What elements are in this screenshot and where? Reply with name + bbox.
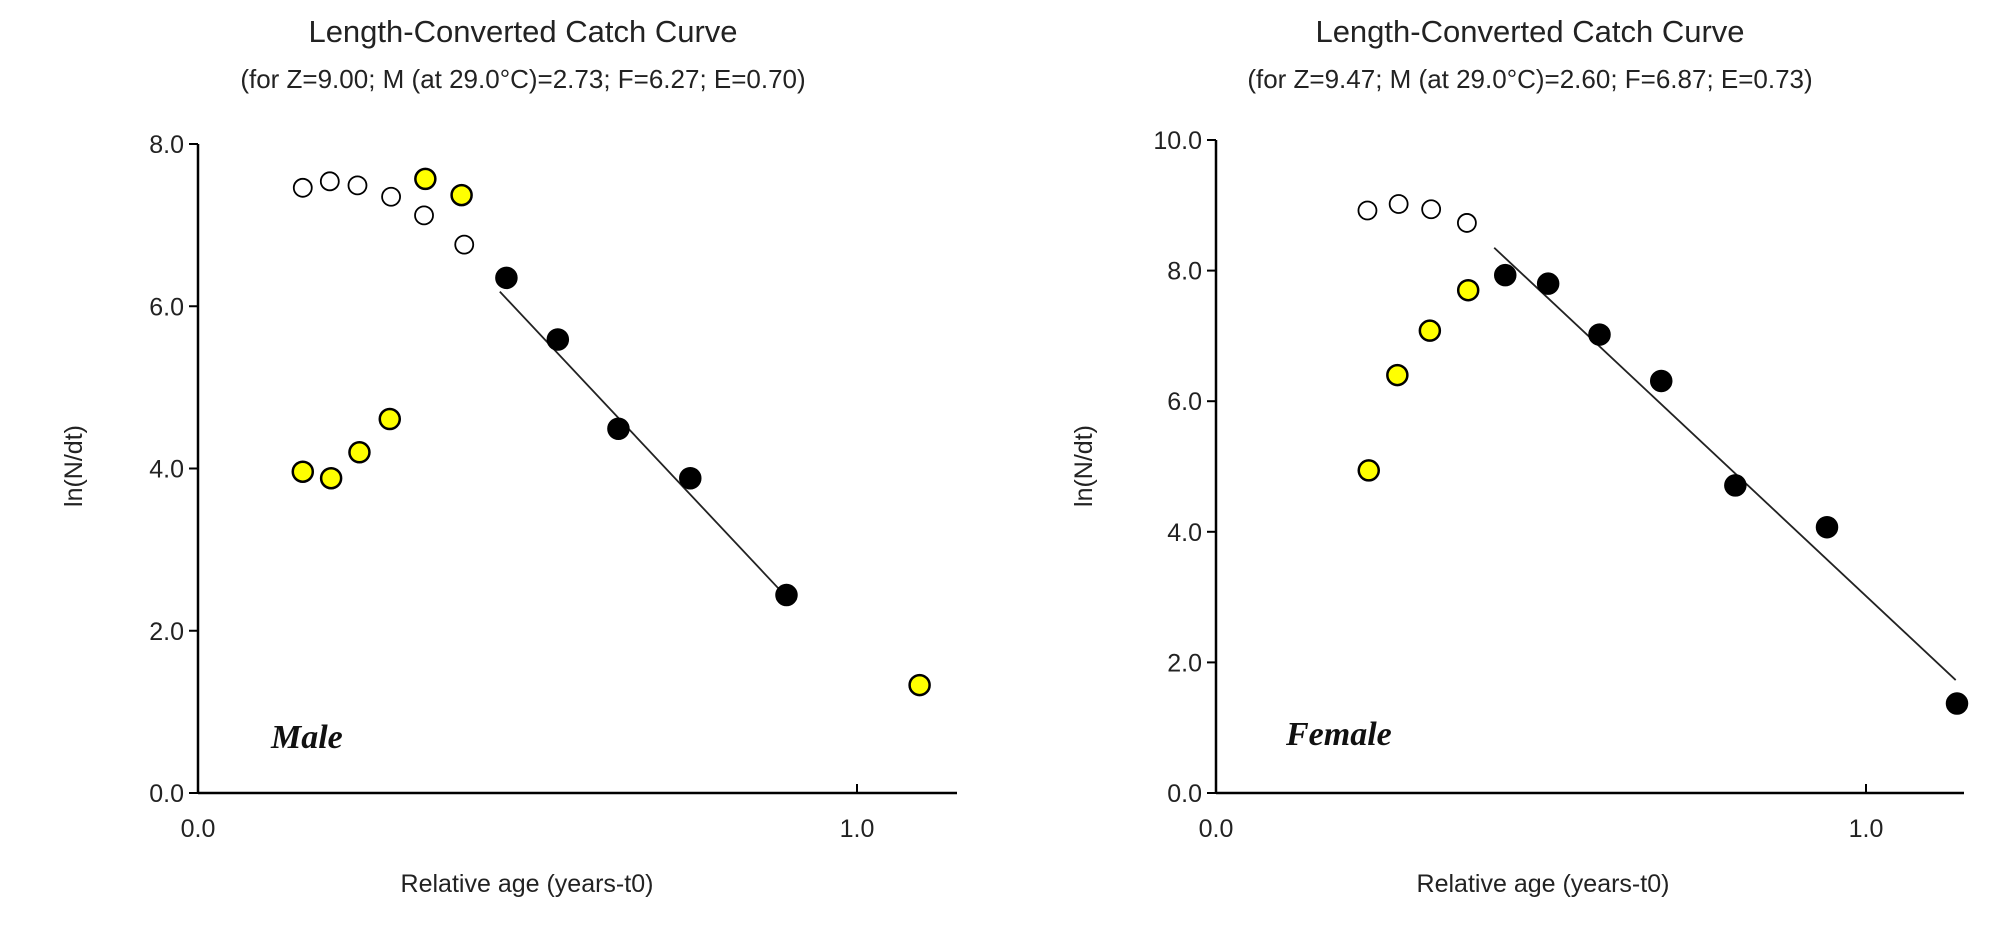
chart-subtitle: (for Z=9.47; M (at 29.0°C)=2.60; F=6.87;… xyxy=(1247,64,1812,94)
x-tick-label: 1.0 xyxy=(1849,815,1884,843)
data-point-open xyxy=(414,205,434,226)
data-point-yellow xyxy=(348,441,371,464)
data-point-filled xyxy=(1815,515,1839,539)
data-point-filled xyxy=(1536,272,1560,295)
regression-line xyxy=(1493,247,1957,681)
y-tick-label: 6.0 xyxy=(149,293,184,321)
series-annotation: Female xyxy=(1285,716,1392,753)
data-point-open xyxy=(292,177,313,198)
data-point-filled xyxy=(1588,323,1611,346)
data-point-yellow xyxy=(291,460,315,483)
data-point-filled xyxy=(495,266,518,290)
data-point-yellow xyxy=(1456,278,1480,302)
data-point-filled xyxy=(546,328,570,351)
y-tick-label: 8.0 xyxy=(1167,258,1202,286)
data-point-yellow xyxy=(319,466,343,490)
chart-title: Length-Converted Catch Curve xyxy=(308,14,737,49)
y-tick-label: 6.0 xyxy=(1167,388,1202,416)
y-axis-label: ln(N/dt) xyxy=(60,425,88,507)
data-point-open xyxy=(1357,200,1378,221)
y-tick-label: 2.0 xyxy=(149,618,184,646)
chart-subtitle: (for Z=9.00; M (at 29.0°C)=2.73; F=6.27;… xyxy=(240,64,805,94)
y-tick-label: 0.0 xyxy=(149,780,184,808)
chart-female: Length-Converted Catch Curve (for Z=9.47… xyxy=(1070,14,1969,898)
data-point-yellow xyxy=(1418,319,1442,342)
data-point-yellow xyxy=(908,673,931,697)
chart-title: Length-Converted Catch Curve xyxy=(1315,14,1744,49)
data-point-filled xyxy=(1945,692,1969,715)
y-tick-label: 4.0 xyxy=(1167,519,1202,547)
data-point-yellow xyxy=(378,407,402,431)
data-point-filled xyxy=(1650,369,1673,393)
data-point-filled xyxy=(1494,263,1517,287)
data-point-filled xyxy=(607,417,630,440)
data-point-filled xyxy=(1724,474,1747,497)
x-tick-label: 0.0 xyxy=(181,815,216,843)
data-point-filled xyxy=(775,583,798,607)
data-point-yellow xyxy=(414,167,437,191)
data-point-yellow xyxy=(450,183,473,207)
data-point-open xyxy=(319,171,340,192)
x-axis-label: Relative age (years-t0) xyxy=(401,870,654,898)
data-point-open xyxy=(1388,194,1409,214)
data-point-filled xyxy=(679,466,702,490)
y-tick-label: 0.0 xyxy=(1167,780,1202,808)
x-tick-label: 0.0 xyxy=(1199,815,1234,843)
data-point-yellow xyxy=(1357,459,1380,482)
x-tick-label: 1.0 xyxy=(840,815,875,843)
data-point-yellow xyxy=(1386,363,1409,387)
y-tick-label: 10.0 xyxy=(1153,127,1202,155)
chart-male: Length-Converted Catch Curve (for Z=9.00… xyxy=(60,14,957,898)
regression-line xyxy=(499,291,780,590)
y-tick-label: 8.0 xyxy=(149,131,184,159)
data-point-open xyxy=(1421,199,1442,220)
series-annotation: Male xyxy=(270,719,343,756)
y-tick-label: 2.0 xyxy=(1167,649,1202,677)
data-point-open xyxy=(1457,213,1477,233)
y-tick-label: 4.0 xyxy=(149,456,184,484)
data-point-open xyxy=(347,175,368,196)
y-axis-label: ln(N/dt) xyxy=(1070,425,1098,507)
data-point-open xyxy=(454,234,475,255)
x-axis-label: Relative age (years-t0) xyxy=(1417,870,1670,898)
data-point-open xyxy=(381,186,401,207)
